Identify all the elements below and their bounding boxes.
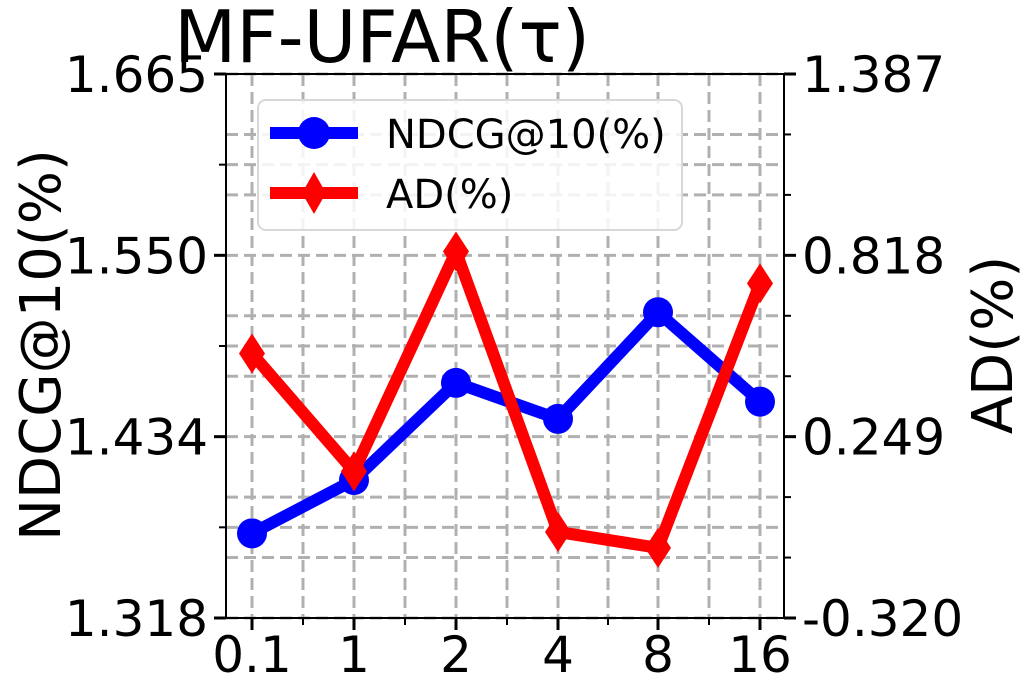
- data-point-ad: [239, 333, 265, 374]
- data-point-ad: [545, 511, 571, 552]
- x-tick-label: 8: [642, 626, 674, 684]
- legend: NDCG@10(%) AD(%): [257, 99, 683, 231]
- y-left-tick-label: 1.318: [65, 590, 208, 648]
- ticks-layer: 1.318 1.434 1.550 1.665 -0.320 0.249 0.818 1.38…: [65, 46, 963, 684]
- data-point-ad: [645, 527, 671, 568]
- x-tick-label: 4: [542, 626, 574, 684]
- legend-marker-circle: [298, 117, 330, 149]
- series-layer: [237, 231, 775, 568]
- y-axis-left-label: NDCG@10(%): [9, 149, 74, 541]
- data-point-ndcg: [237, 518, 267, 549]
- x-tick-label: 1: [338, 626, 370, 684]
- series-line-ad: [247, 235, 766, 555]
- y-right-tick-label: -0.320: [802, 590, 963, 648]
- x-tick-label: 2: [440, 626, 472, 684]
- data-point-ndcg: [441, 367, 471, 398]
- chart-title: MF-UFAR(τ): [174, 0, 590, 79]
- data-point-ndcg: [643, 297, 673, 328]
- y-axis-right-label: AD(%): [961, 256, 1026, 434]
- y-right-tick-label: 1.387: [802, 46, 945, 104]
- y-right-tick-label: 0.249: [802, 409, 945, 467]
- y-left-tick-label: 1.434: [65, 409, 208, 467]
- data-point-ad: [341, 451, 367, 492]
- data-point-ndcg: [543, 403, 573, 434]
- data-point-ad: [747, 263, 773, 304]
- y-right-tick-label: 0.818: [802, 227, 945, 285]
- x-tick-label: 16: [728, 626, 792, 684]
- legend-label-ndcg: NDCG@10(%): [386, 112, 666, 158]
- data-point-ad: [443, 231, 469, 272]
- legend-box: [257, 99, 683, 231]
- y-left-tick-label: 1.665: [65, 46, 208, 104]
- data-point-ndcg: [745, 386, 775, 417]
- x-tick-label: 0.1: [212, 626, 292, 684]
- y-left-tick-label: 1.550: [65, 227, 208, 285]
- legend-label-ad: AD(%): [386, 172, 513, 218]
- legend-marker-diamond: [302, 172, 326, 214]
